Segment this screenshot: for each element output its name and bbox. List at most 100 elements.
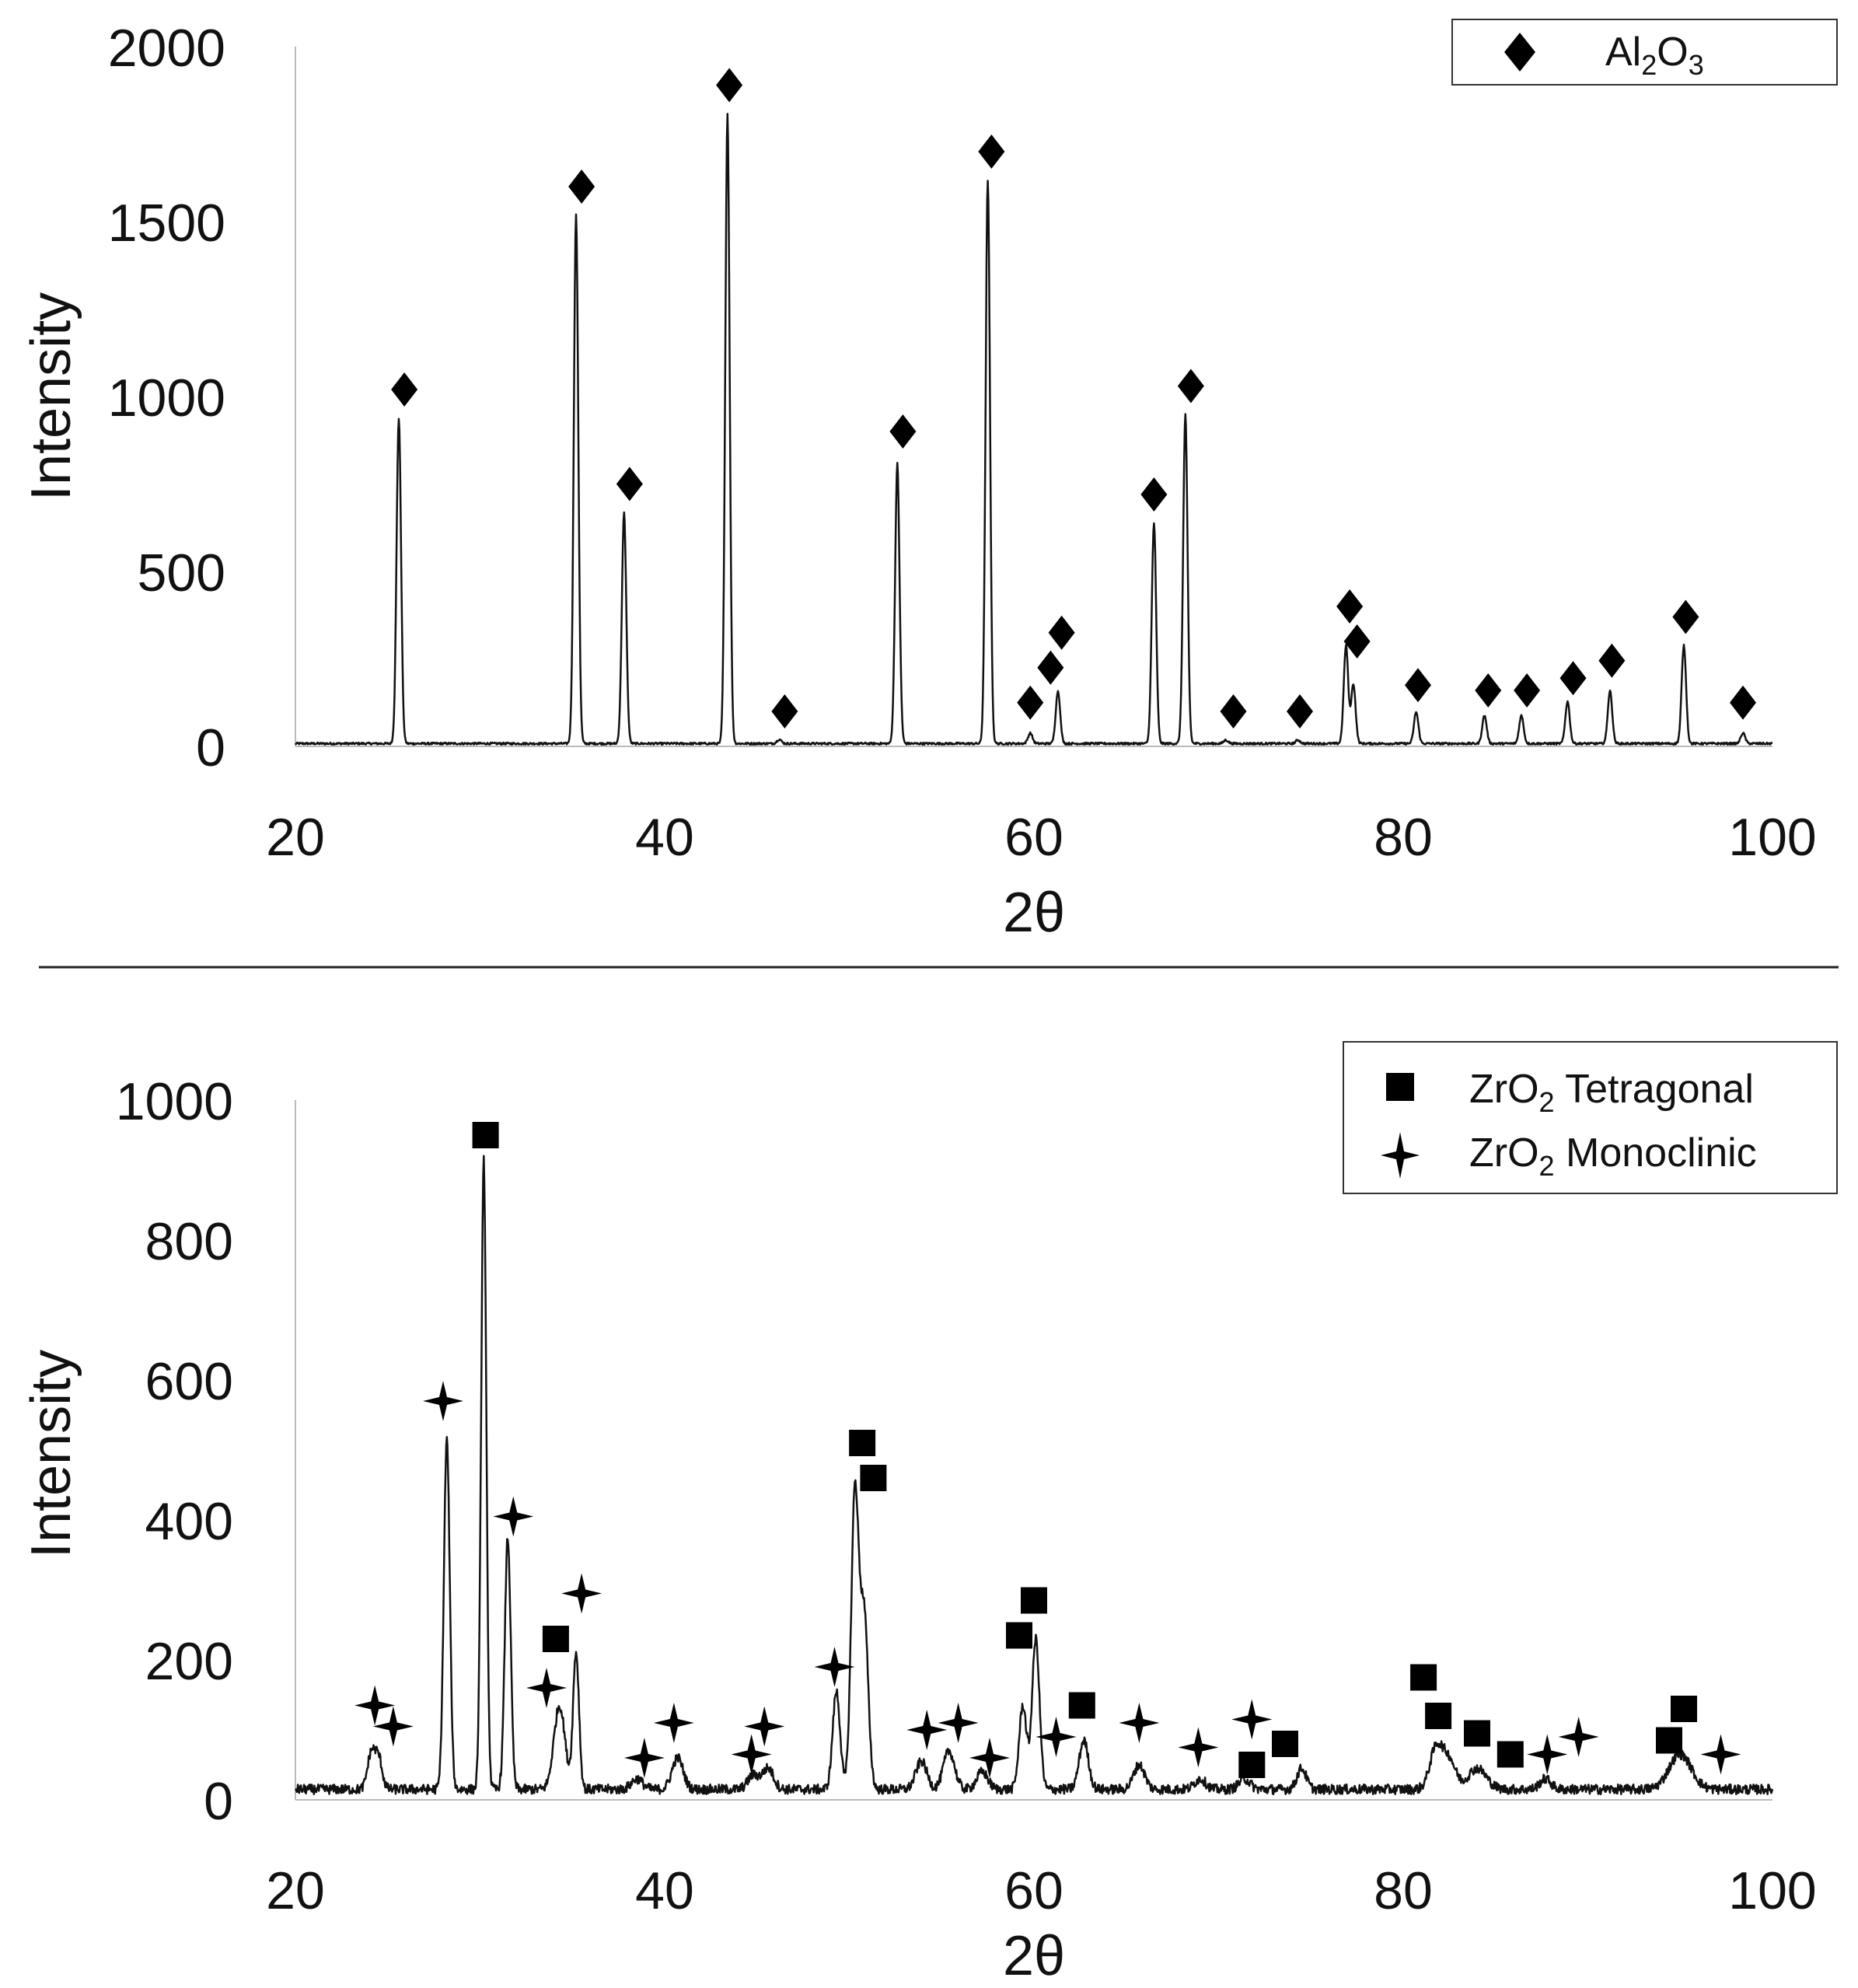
- y-tick-label: 200: [145, 1632, 233, 1691]
- al2o3-peak-marker: [716, 68, 743, 103]
- tetragonal-peak-marker: [542, 1626, 569, 1652]
- al2o3-peak-marker: [1514, 673, 1541, 708]
- tetragonal-peak-marker: [1272, 1731, 1298, 1757]
- al2o3-peak-marker: [391, 372, 418, 407]
- al2o3-peak-marker: [1598, 643, 1626, 678]
- tetragonal-peak-marker: [1410, 1664, 1437, 1691]
- x-tick-label: 20: [266, 808, 325, 867]
- al2o3-peak-marker: [1672, 599, 1699, 634]
- legend-star-marker: [1381, 1132, 1420, 1179]
- x-axis-label: 2θ: [1003, 1925, 1065, 1987]
- legend: Al2O3: [1451, 19, 1838, 86]
- y-tick-label: 0: [204, 1772, 233, 1831]
- al2o3-peak-marker: [1559, 661, 1587, 696]
- al2o3-peak-marker: [1037, 650, 1064, 685]
- tetragonal-peak-marker: [1021, 1587, 1047, 1614]
- al2o3-peak-marker: [1140, 477, 1168, 512]
- monoclinic-peak-marker: [561, 1573, 602, 1614]
- x-tick-label: 60: [1004, 808, 1063, 867]
- monoclinic-peak-marker: [906, 1710, 948, 1750]
- al2o3-peak-marker: [1017, 685, 1044, 720]
- legend-square-marker: [1386, 1073, 1414, 1101]
- y-tick-label: 0: [196, 718, 225, 777]
- tetragonal-peak-marker: [1068, 1692, 1095, 1719]
- monoclinic-peak-marker: [1527, 1734, 1568, 1775]
- monoclinic-peak-marker: [814, 1647, 855, 1687]
- al2o3-peak-marker: [1048, 615, 1075, 650]
- monoclinic-peak-marker: [493, 1496, 534, 1537]
- al2o3-peak-marker: [1336, 589, 1364, 624]
- monoclinic-peak-marker: [372, 1706, 414, 1747]
- al2o3-peak-marker: [1177, 369, 1204, 404]
- al2o3-peak-marker: [1405, 668, 1431, 703]
- al2o3-peak-marker: [1287, 694, 1313, 728]
- y-tick-label: 500: [138, 543, 225, 603]
- y-tick-label: 1000: [116, 1072, 233, 1131]
- chart-panel-top: 0 500 1000 1500 2000 20 40 60 80 100 2θ …: [20, 19, 1838, 944]
- x-tick-label: 100: [1728, 808, 1816, 867]
- monoclinic-peak-marker: [423, 1381, 463, 1421]
- tetragonal-peak-marker: [1238, 1752, 1266, 1778]
- peak-marker-group: [354, 1122, 1741, 1778]
- monoclinic-peak-marker: [623, 1738, 665, 1778]
- y-tick-label: 400: [145, 1492, 233, 1551]
- monoclinic-peak-marker: [1036, 1717, 1077, 1757]
- monoclinic-peak-marker: [969, 1738, 1010, 1778]
- y-tick-label: 2000: [108, 19, 225, 78]
- y-tick-label: 800: [145, 1212, 233, 1271]
- al2o3-peak-marker: [1343, 624, 1371, 659]
- al2o3-peak-marker: [1475, 673, 1502, 708]
- al2o3-peak-marker: [616, 466, 643, 501]
- monoclinic-peak-marker: [1700, 1734, 1741, 1775]
- monoclinic-peak-marker: [1178, 1727, 1219, 1768]
- tetragonal-peak-marker: [849, 1430, 876, 1456]
- y-tick-label: 600: [145, 1352, 233, 1411]
- monoclinic-peak-marker: [1119, 1703, 1160, 1743]
- al2o3-peak-marker: [568, 169, 595, 204]
- al2o3-peak-marker: [889, 414, 917, 449]
- peak-marker-group: [391, 68, 1756, 728]
- tetragonal-peak-marker: [860, 1465, 887, 1491]
- y-tick-label: 1500: [108, 194, 225, 253]
- y-tick-label: 1000: [108, 369, 225, 428]
- x-tick-label: 80: [1374, 808, 1433, 867]
- chart-panel-bottom: 0 200 400 600 800 1000 20 40 60 80 100 2…: [20, 1041, 1838, 1987]
- y-axis-label: Intensity: [20, 1350, 82, 1558]
- tetragonal-peak-marker: [1006, 1622, 1032, 1649]
- monoclinic-peak-marker: [1558, 1717, 1599, 1757]
- x-axis-label: 2θ: [1003, 882, 1065, 944]
- monoclinic-peak-marker: [653, 1703, 694, 1743]
- diffraction-trace-al2o3: [295, 113, 1773, 746]
- x-tick-label: 20: [266, 1861, 325, 1920]
- monoclinic-peak-marker: [938, 1703, 979, 1743]
- tetragonal-peak-marker: [472, 1122, 499, 1148]
- tetragonal-peak-marker: [1656, 1727, 1682, 1754]
- legend-label-tetragonal: ZrO2 Tetragonal: [1469, 1067, 1754, 1118]
- legend-label-monoclinic: ZrO2 Monoclinic: [1469, 1130, 1757, 1182]
- al2o3-peak-marker: [1220, 694, 1247, 728]
- x-tick-label: 40: [635, 808, 694, 867]
- monoclinic-peak-marker: [744, 1706, 785, 1747]
- al2o3-peak-marker: [1730, 685, 1756, 720]
- al2o3-peak-marker: [771, 694, 798, 728]
- legend-box: [1343, 1041, 1838, 1194]
- x-tick-label: 40: [635, 1861, 694, 1920]
- x-tick-label: 80: [1374, 1861, 1433, 1920]
- tetragonal-peak-marker: [1497, 1741, 1524, 1768]
- tetragonal-peak-marker: [1671, 1696, 1697, 1722]
- diffraction-trace-zro2: [295, 1155, 1774, 1796]
- legend-diamond-marker: [1504, 33, 1535, 72]
- tetragonal-peak-marker: [1464, 1720, 1490, 1747]
- monoclinic-peak-marker: [731, 1734, 772, 1775]
- tetragonal-peak-marker: [1425, 1703, 1452, 1729]
- monoclinic-peak-marker: [354, 1685, 396, 1726]
- x-tick-label: 60: [1004, 1861, 1063, 1920]
- legend-label-al2o3: Al2O3: [1605, 30, 1704, 81]
- al2o3-peak-marker: [978, 135, 1005, 169]
- y-axis-label: Intensity: [20, 292, 82, 501]
- x-tick-label: 100: [1728, 1861, 1816, 1920]
- monoclinic-peak-marker: [526, 1668, 567, 1708]
- monoclinic-peak-marker: [1231, 1699, 1273, 1740]
- legend: ZrO2 Tetragonal ZrO2 Monoclinic: [1343, 1041, 1838, 1194]
